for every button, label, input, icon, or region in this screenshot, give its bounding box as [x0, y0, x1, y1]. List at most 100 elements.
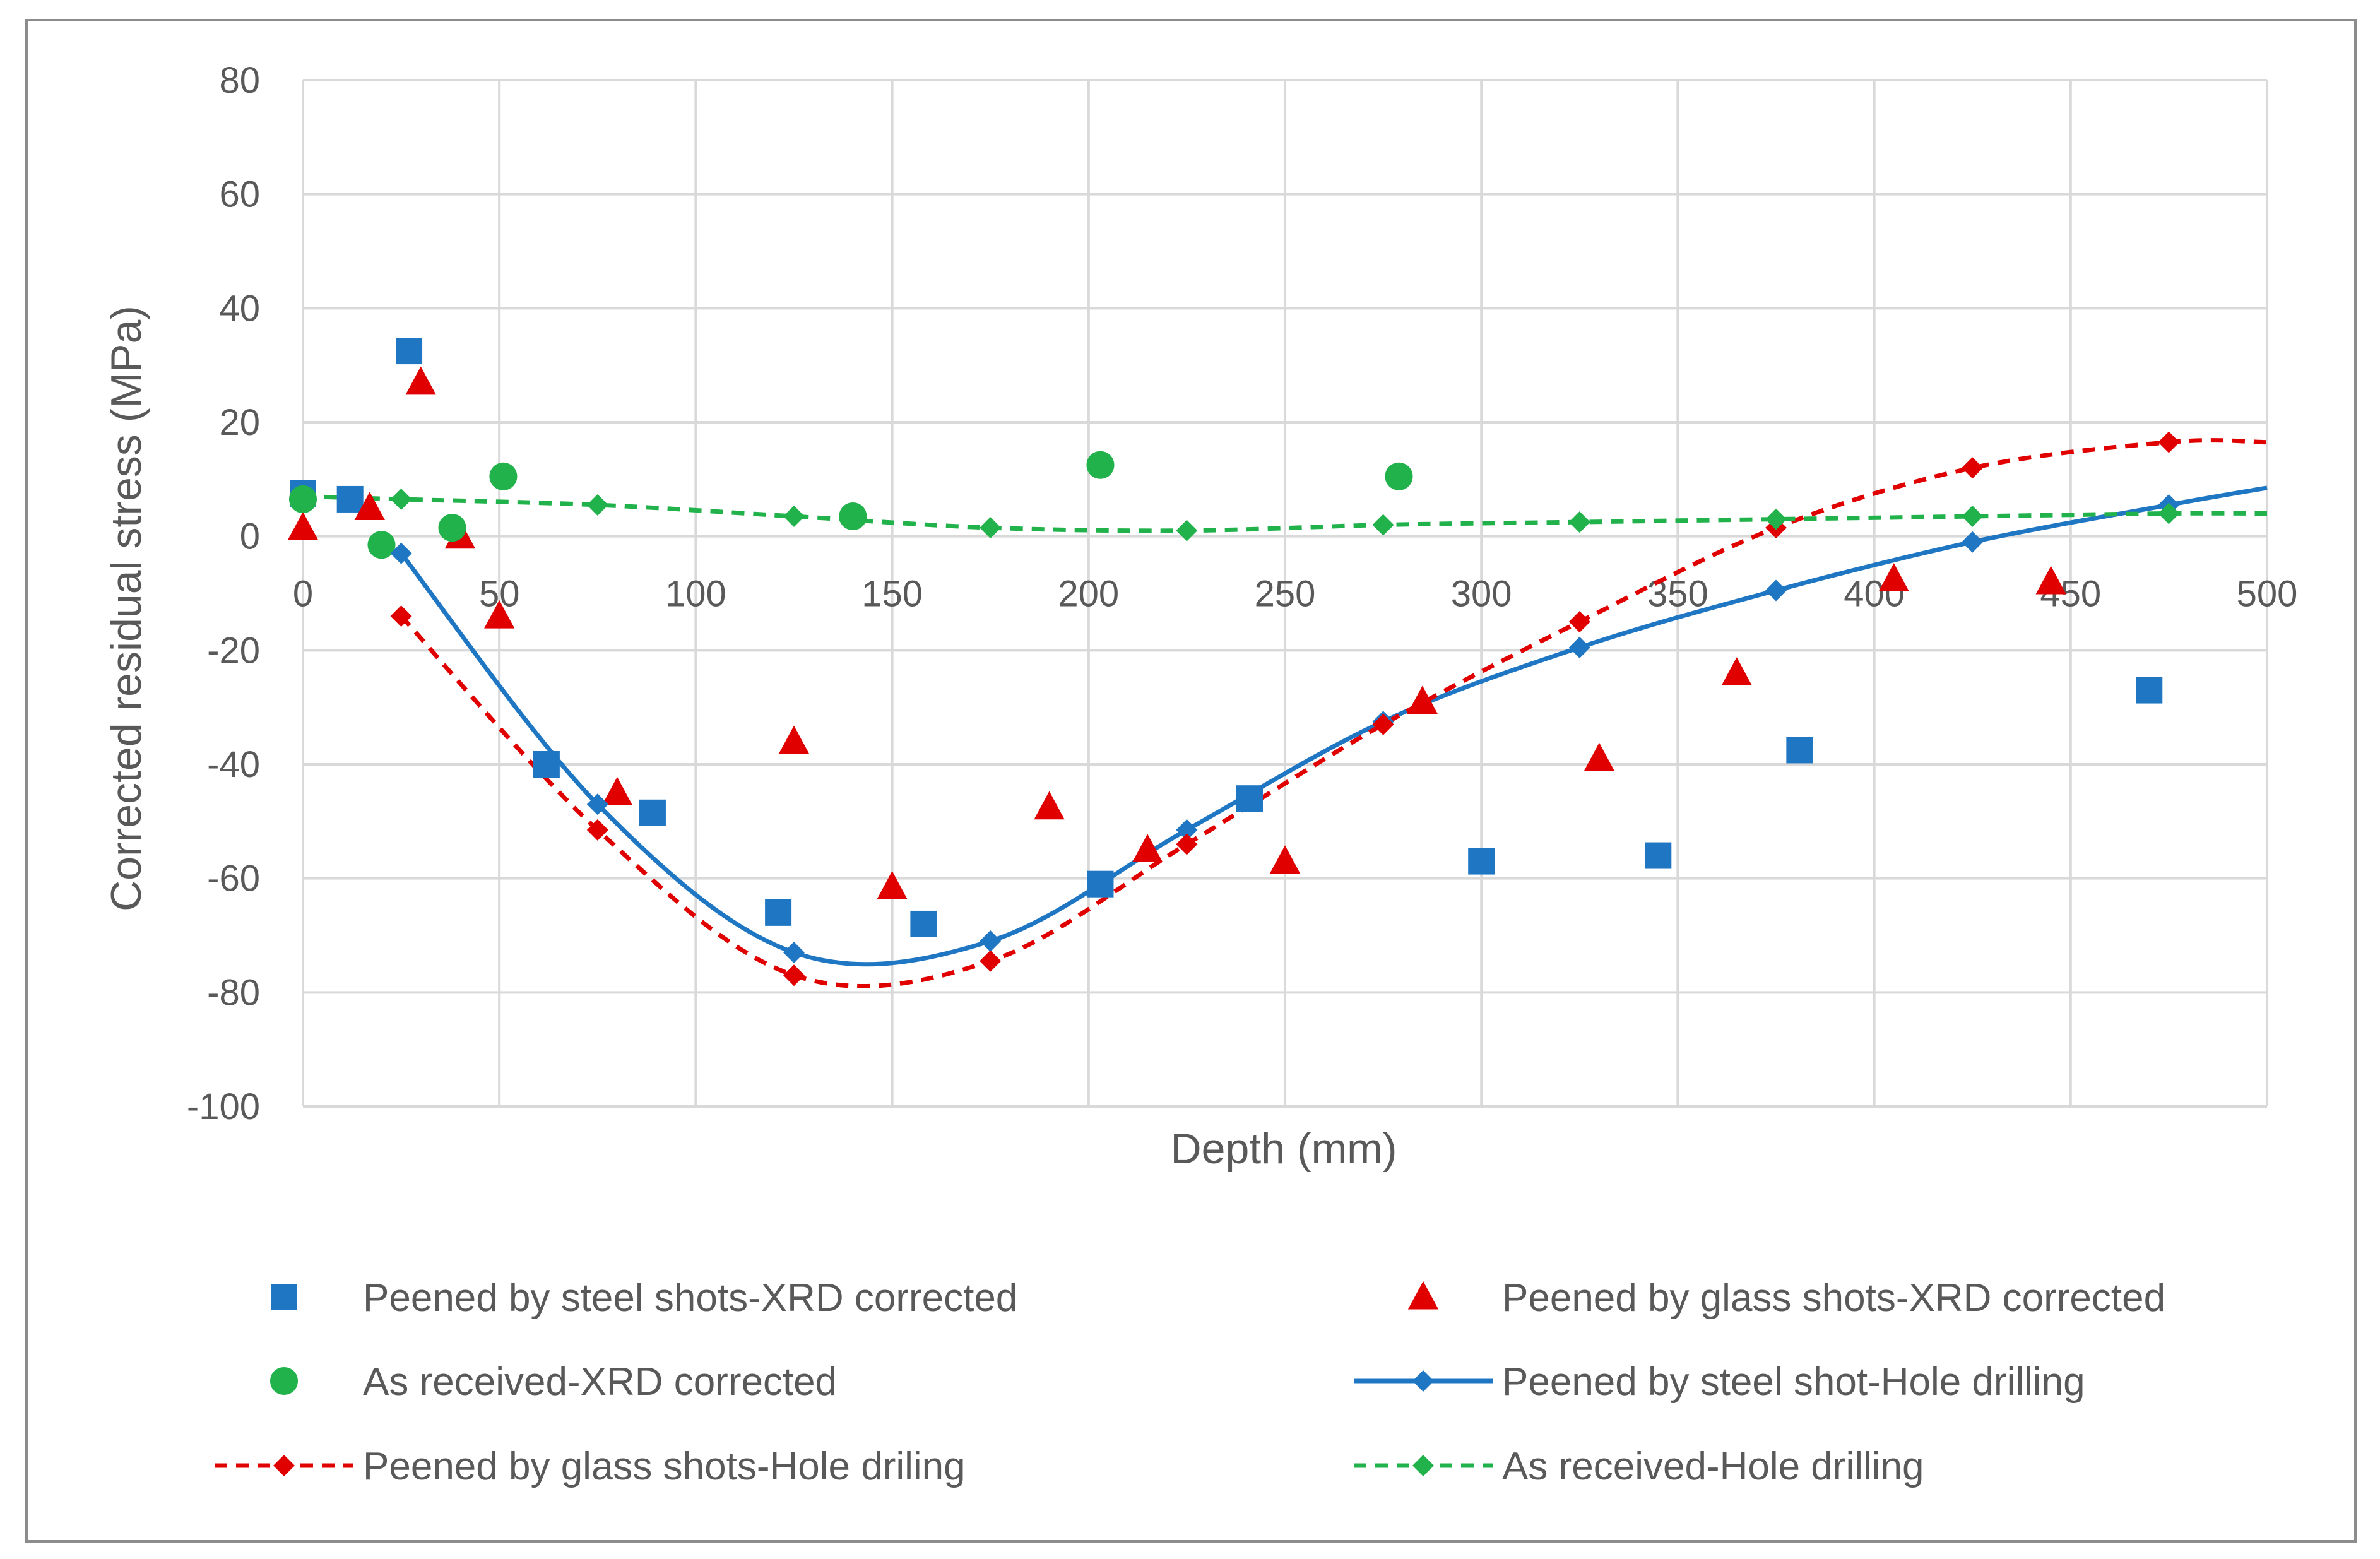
legend-marker — [271, 1284, 297, 1310]
legend-marker — [269, 1366, 299, 1396]
series-0-point — [396, 338, 423, 365]
series-line-4 — [400, 438, 2268, 988]
x-tick-label: 300 — [1451, 574, 1512, 615]
y-tick-labels: -100 -80 -60 -40 -20 0 20 40 60 80 — [187, 60, 260, 1127]
legend-item: As received-Hole drilling — [1354, 1445, 1924, 1488]
series-0-point — [1468, 848, 1495, 875]
series-3-point — [783, 942, 805, 964]
y-tick-label: 80 — [219, 60, 260, 101]
series-0-point — [336, 485, 364, 513]
series-5-point — [586, 494, 608, 516]
series-4-point — [2158, 431, 2180, 453]
series-3-point — [1765, 579, 1787, 602]
y-tick-label: -100 — [187, 1086, 260, 1127]
legend-item: Peened by glass shots-XRD corrected — [1407, 1276, 2165, 1320]
legend-item: Peened by steel shots-XRD corrected — [271, 1276, 1017, 1320]
series-1-point — [877, 870, 908, 899]
legend-marker — [1407, 1281, 1439, 1310]
series-5-point — [1176, 519, 1198, 542]
x-axis-title: Depth (mm) — [1171, 1125, 1397, 1173]
series-5-point — [390, 488, 412, 510]
series-0-point — [765, 899, 792, 926]
legend-label: Peened by steel shots-XRD corrected — [363, 1276, 1017, 1320]
series-3-point — [980, 930, 1002, 952]
legend: Peened by steel shots-XRD corrected Peene… — [215, 1276, 2165, 1488]
legend-item: Peened by glass shots-Hole driling — [215, 1445, 966, 1488]
series-4-point — [783, 964, 805, 987]
legend-label: Peened by glass shots-Hole driling — [363, 1445, 966, 1488]
series-5-point — [783, 506, 805, 528]
x-tick-label: 250 — [1255, 574, 1316, 615]
series-1-point — [287, 511, 319, 540]
series-3-point — [390, 542, 412, 564]
series-5-point — [2158, 502, 2180, 525]
series-0-point — [1236, 785, 1263, 812]
series-1-point — [1132, 834, 1163, 863]
series-2-point — [839, 502, 867, 531]
series-4-point — [390, 605, 412, 627]
series-0-point — [2136, 677, 2163, 704]
series-4-point — [1372, 713, 1394, 735]
series-points — [287, 338, 2180, 987]
series-0-point — [910, 910, 937, 937]
series-2-point — [489, 462, 518, 490]
series-3-point — [1176, 819, 1198, 841]
legend-label: Peened by steel shot-Hole drilling — [1502, 1360, 2085, 1404]
series-1-point — [484, 600, 515, 629]
legend-marker — [273, 1455, 295, 1476]
y-tick-label: 20 — [219, 402, 260, 443]
series-1-point — [1584, 742, 1615, 771]
series-1-point — [354, 492, 385, 521]
series-3-point — [1568, 636, 1590, 658]
series-2-point — [367, 531, 396, 559]
legend-label: As received-Hole drilling — [1502, 1445, 1924, 1488]
series-3-point — [1962, 531, 1984, 553]
series-4-point — [1568, 611, 1590, 633]
series-2-point — [438, 514, 466, 542]
series-1-point — [1034, 791, 1065, 820]
y-tick-label: -60 — [207, 858, 260, 899]
x-tick-label: 350 — [1647, 574, 1708, 615]
series-5-point — [1372, 514, 1394, 536]
series-0-point — [639, 799, 666, 826]
series-0-point — [1786, 737, 1813, 764]
legend-marker — [1412, 1370, 1434, 1392]
legend-marker — [1412, 1455, 1434, 1476]
legend-label: As received-XRD corrected — [363, 1360, 837, 1404]
series-1-point — [1878, 563, 1909, 591]
series-1-point — [2035, 566, 2066, 595]
series-3-point — [586, 793, 608, 815]
x-tick-label: 200 — [1058, 574, 1119, 615]
series-1-point — [405, 366, 436, 395]
series-1-point — [601, 776, 633, 805]
y-tick-label: 60 — [219, 174, 260, 215]
series-1-point — [1721, 657, 1752, 686]
x-tick-label: 500 — [2237, 574, 2298, 615]
series-4-point — [980, 950, 1002, 972]
series-5-point — [1962, 506, 1984, 528]
series-5-point — [1568, 511, 1590, 533]
y-tick-label: 40 — [219, 288, 260, 329]
chart-border — [25, 19, 2357, 1543]
y-axis-title: Corrected residual stress (MPa) — [102, 305, 150, 911]
x-tick-label: 150 — [861, 574, 923, 615]
series-4-point — [1962, 457, 1984, 479]
series-0-point — [1087, 870, 1114, 898]
series-0-point — [1645, 842, 1672, 869]
series-1-point — [1269, 845, 1301, 874]
x-tick-label: 100 — [665, 574, 726, 615]
grid — [302, 79, 2268, 1108]
series-2-point — [1086, 451, 1115, 479]
series-5-point — [980, 517, 1002, 539]
series-5-point — [292, 485, 314, 507]
legend-item: As received-XRD corrected — [269, 1360, 837, 1404]
series-1-point — [778, 725, 810, 754]
legend-label: Peened by glass shots-XRD corrected — [1502, 1276, 2165, 1320]
series-4-point — [586, 819, 608, 841]
series-4-point — [1176, 833, 1198, 855]
y-tick-label: -80 — [207, 972, 260, 1013]
y-tick-label: -40 — [207, 744, 260, 785]
y-tick-label: -20 — [207, 630, 260, 671]
legend-item: Peened by steel shot-Hole drilling — [1354, 1360, 2085, 1404]
